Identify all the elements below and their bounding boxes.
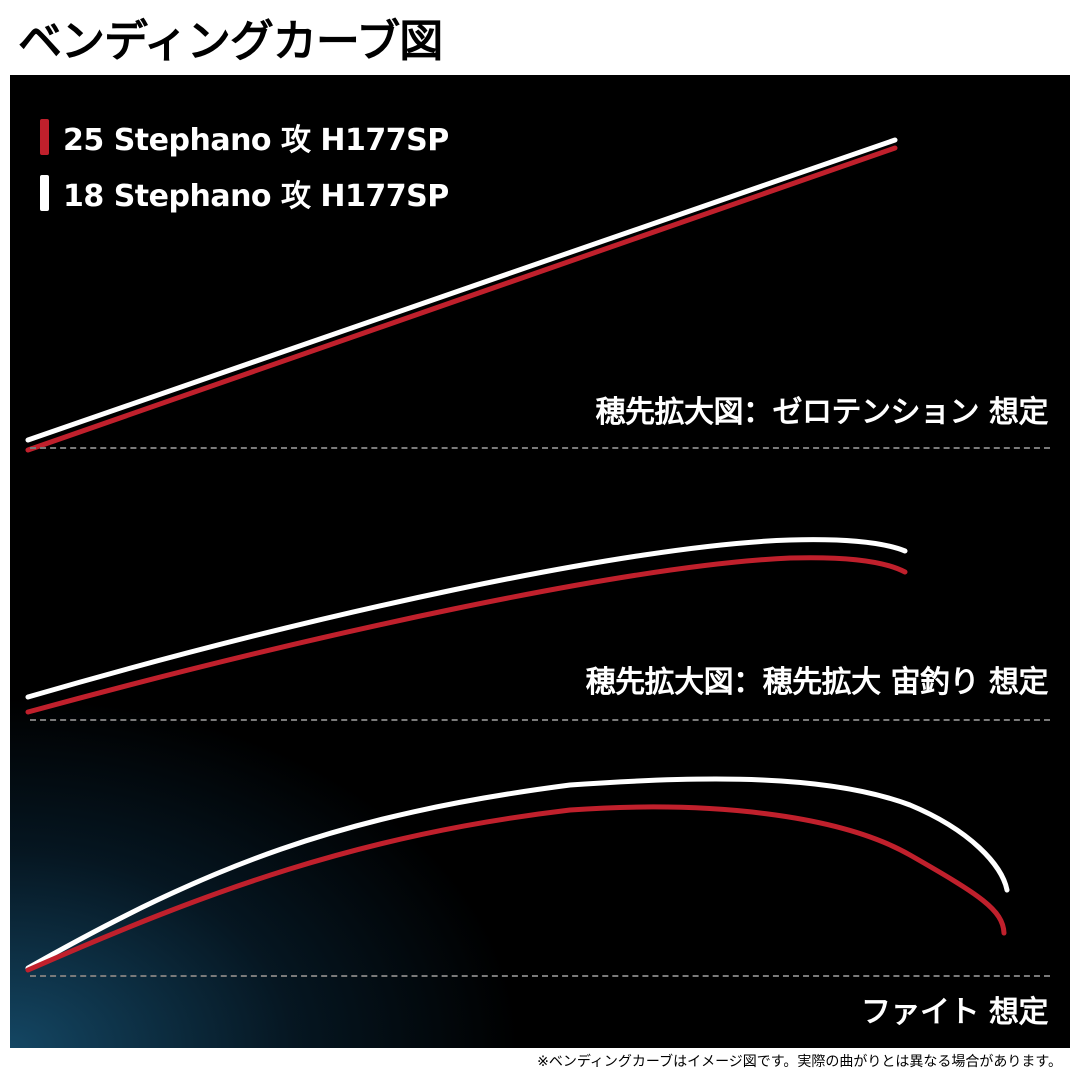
bending-curves: [25, 137, 1010, 973]
footnote: ※ベンディングカーブはイメージ図です。実際の曲がりとは異なる場合があります。: [537, 1054, 1062, 1070]
panel-divider: [30, 447, 1050, 449]
curve-25-hanging: [25, 555, 908, 715]
curve-18-fight: [25, 776, 1010, 971]
panel-divider: [30, 975, 1050, 977]
curve-25-zero-tension: [25, 145, 898, 453]
curve-25-fight: [25, 804, 1007, 973]
panel-label-zero-tension: 穂先拡大図：ゼロテンション 想定: [595, 395, 1049, 430]
curve-18-hanging: [25, 537, 908, 700]
legend: 25 Stephano 攻 H177SP 18 Stephano 攻 H177S…: [40, 113, 449, 225]
legend-item-25-stephano: 25 Stephano 攻 H177SP: [40, 113, 449, 161]
legend-label-18: 18 Stephano 攻 H177SP: [63, 179, 449, 214]
legend-label-25: 25 Stephano 攻 H177SP: [63, 123, 449, 158]
diagram-panel: 25 Stephano 攻 H177SP 18 Stephano 攻 H177S…: [10, 75, 1070, 1048]
page-title: ベンディングカーブ図: [18, 16, 443, 67]
panel-label-fight: ファイト 想定: [861, 995, 1048, 1030]
panel-divider: [30, 719, 1050, 721]
legend-swatch-red: [40, 119, 49, 155]
panel-label-hanging: 穂先拡大図：穂先拡大 宙釣り 想定: [585, 665, 1049, 700]
curve-18-zero-tension: [25, 137, 898, 443]
legend-swatch-white: [40, 175, 49, 211]
legend-item-18-stephano: 18 Stephano 攻 H177SP: [40, 169, 449, 217]
